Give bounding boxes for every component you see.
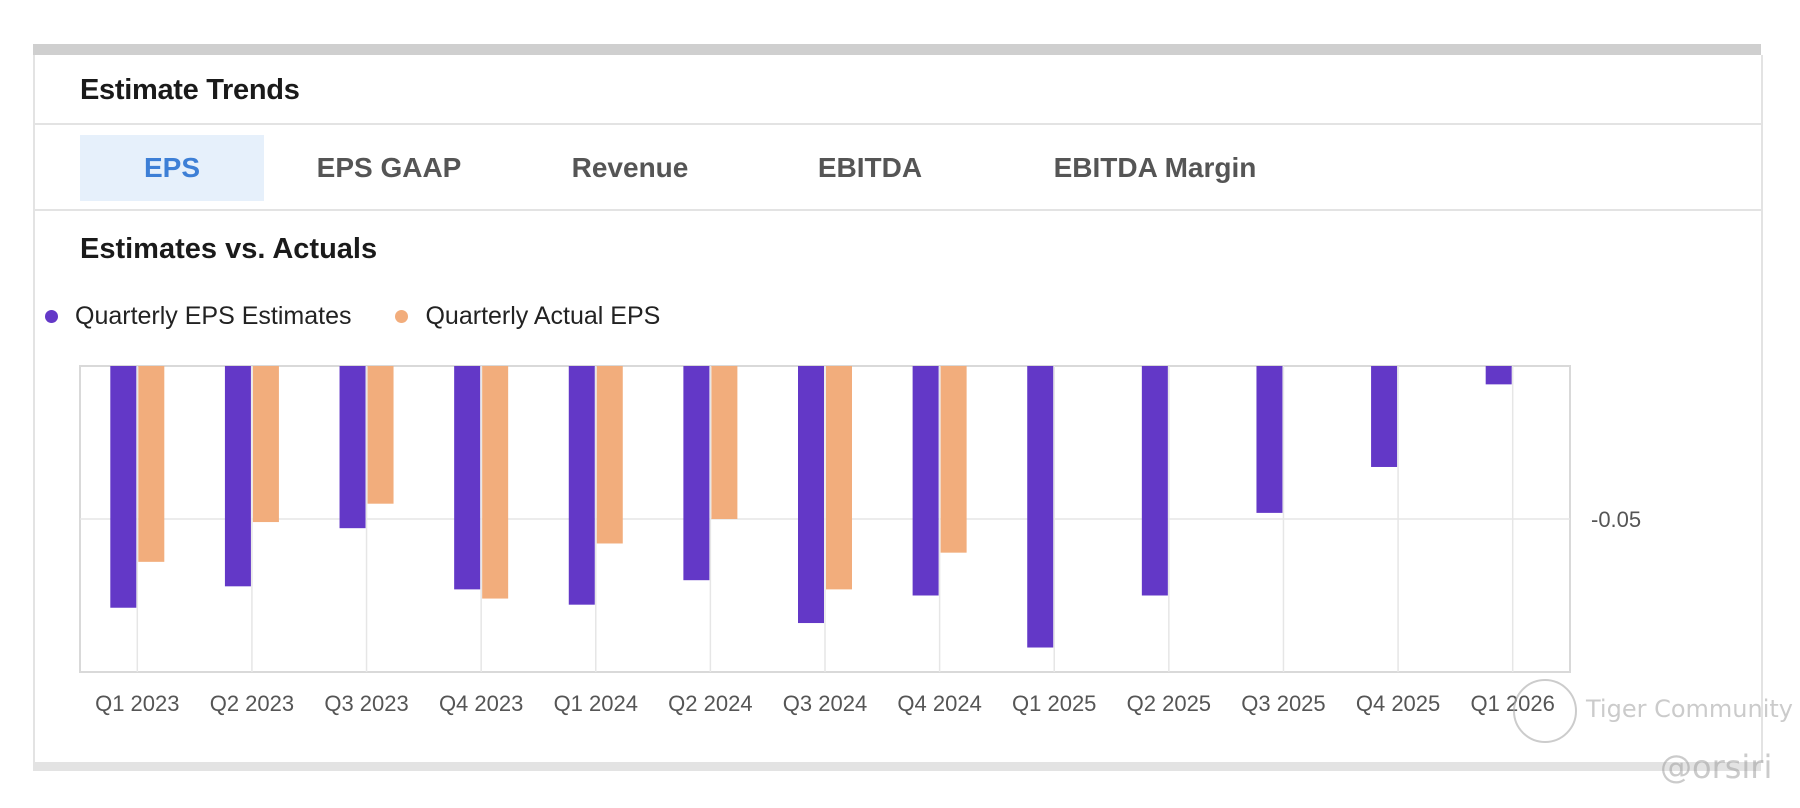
bar-actual	[826, 366, 852, 590]
x-tick-label: Q2 2023	[210, 691, 294, 716]
card-title: Estimate Trends	[80, 74, 300, 106]
tab-ebitda-margin[interactable]: EBITDA Margin	[1053, 152, 1257, 183]
section-title: Estimates vs. Actuals	[80, 233, 378, 265]
bar-actual	[482, 366, 509, 599]
bar-actual	[711, 366, 738, 519]
legend-item-estimates[interactable]: Quarterly EPS Estimates	[45, 302, 351, 331]
bar-actual	[367, 366, 394, 504]
bar-estimate	[339, 366, 366, 529]
x-tick-label: Q1 2023	[95, 691, 179, 716]
card-header: Estimate Trends	[35, 55, 1761, 125]
estimate-trends-card: Estimate Trends EPS EPS GAAP Revenue EBI…	[33, 55, 1763, 763]
bar-actual	[252, 366, 279, 523]
legend-label-actuals: Quarterly Actual EPS	[425, 301, 661, 330]
x-tick-label: Q1 2024	[554, 691, 638, 716]
bar-estimate	[1371, 366, 1398, 467]
bar-estimate	[798, 366, 824, 624]
x-tick-label: Q1 2025	[1012, 691, 1096, 716]
x-tick-label: Q2 2024	[668, 691, 752, 716]
bar-estimate	[1141, 366, 1168, 596]
bar-estimate	[1485, 366, 1512, 385]
chart-legend: Quarterly EPS Estimates Quarterly Actual…	[45, 300, 704, 332]
x-tick-label: Q2 2025	[1127, 691, 1211, 716]
bar-estimate	[1027, 366, 1054, 648]
x-tick-label: Q4 2024	[897, 691, 981, 716]
bar-estimate	[454, 366, 481, 590]
tab-eps[interactable]: EPS	[80, 135, 264, 201]
bar-estimate	[1256, 366, 1283, 513]
x-tick-label: Q3 2023	[324, 691, 408, 716]
x-tick-label: Q3 2024	[783, 691, 867, 716]
bar-estimate	[568, 366, 595, 605]
legend-dot-actuals	[395, 309, 409, 323]
tab-revenue[interactable]: Revenue	[571, 152, 689, 183]
x-tick-label: Q4 2023	[439, 691, 523, 716]
bar-estimate	[683, 366, 710, 581]
bottom-border-bar	[33, 762, 1761, 771]
tiger-logo-icon	[1513, 679, 1577, 743]
x-tick-label: Q3 2025	[1241, 691, 1325, 716]
legend-dot-estimates	[45, 309, 58, 323]
metric-tabs: EPS EPS GAAP Revenue EBITDA EBITDA Margi…	[35, 125, 1761, 211]
legend-label-estimates: Quarterly EPS Estimates	[75, 301, 352, 330]
bar-estimate	[110, 366, 137, 608]
bar-actual	[138, 366, 165, 562]
bar-actual	[596, 366, 623, 544]
top-border-bar	[33, 44, 1761, 55]
tab-ebitda[interactable]: EBITDA	[817, 152, 923, 183]
bar-estimate	[224, 366, 251, 587]
x-tick-label: Q4 2025	[1356, 691, 1440, 716]
tab-eps-gaap[interactable]: EPS GAAP	[316, 152, 462, 183]
bar-actual	[940, 366, 967, 553]
legend-item-actuals[interactable]: Quarterly Actual EPS	[395, 302, 660, 331]
y-tick-label: -0.05	[1591, 507, 1641, 532]
bar-estimate	[912, 366, 939, 596]
